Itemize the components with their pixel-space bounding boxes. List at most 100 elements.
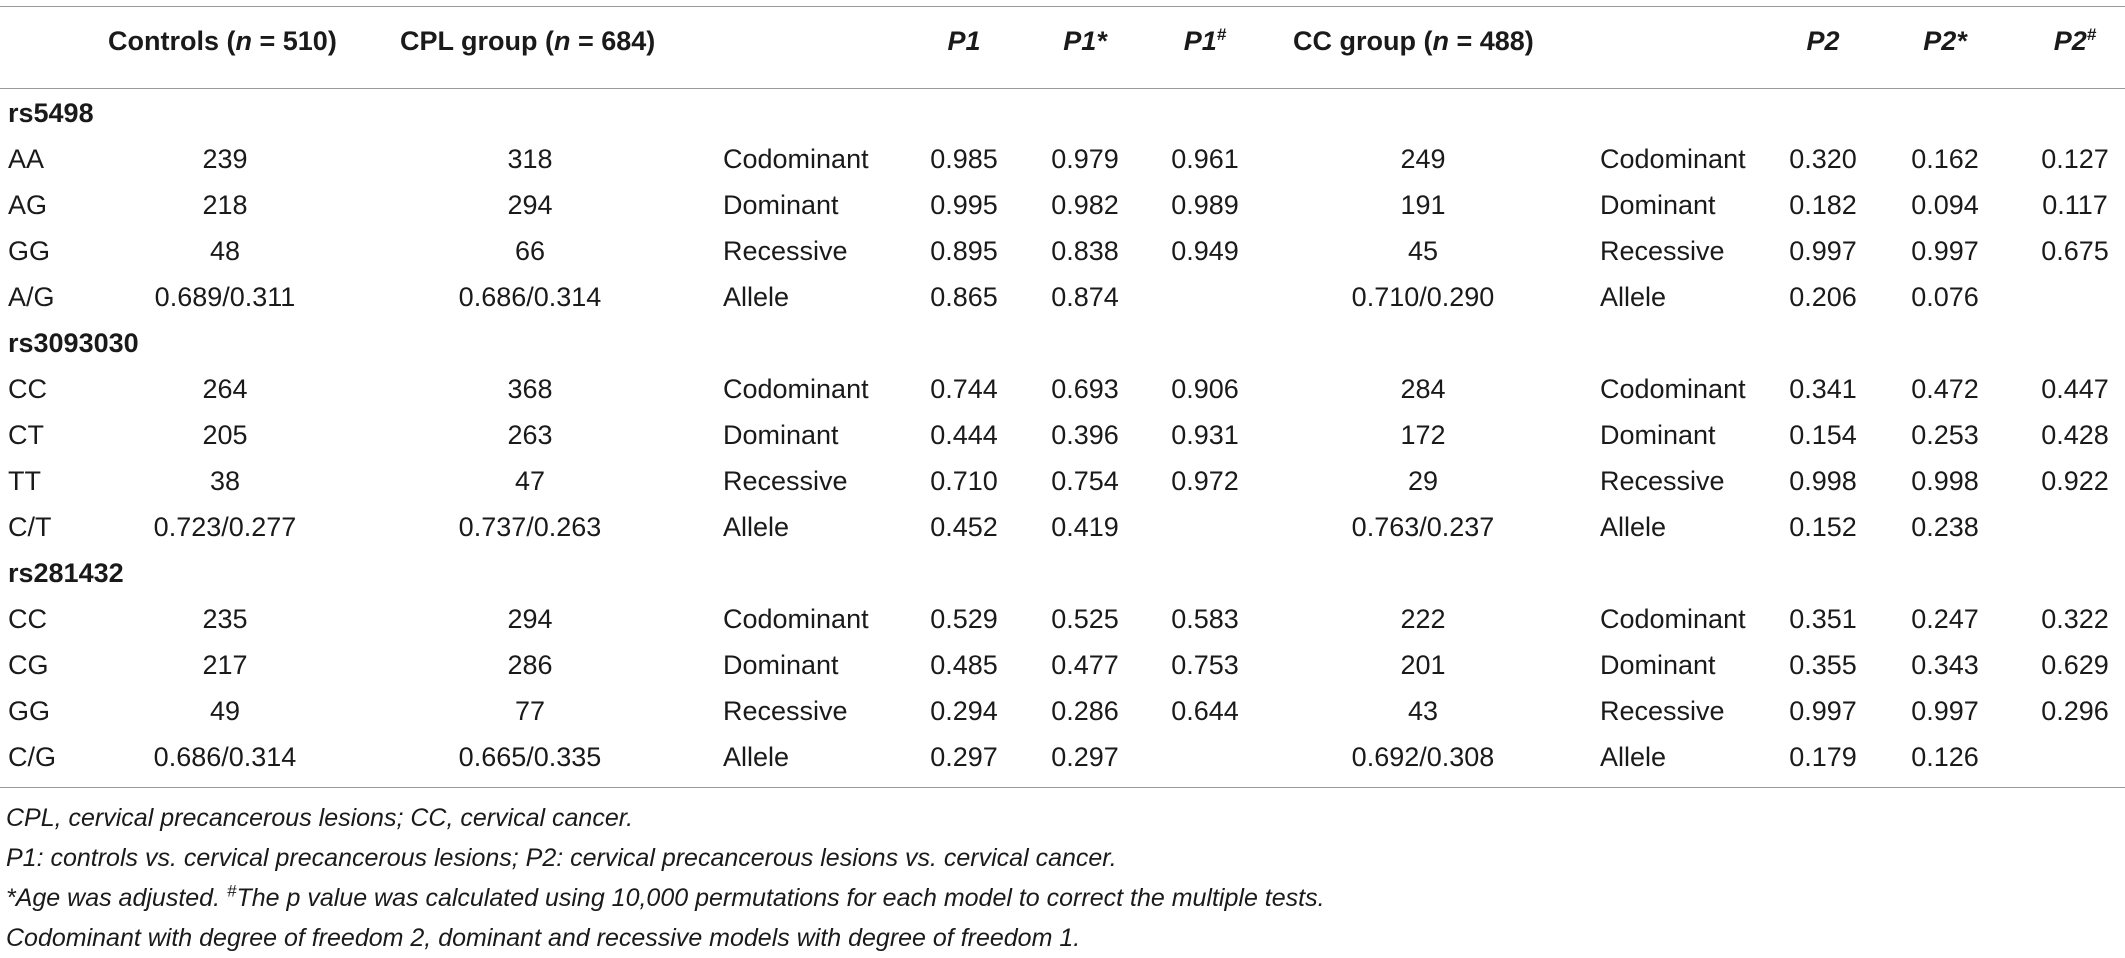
controls-cell: 264 xyxy=(202,374,248,404)
header-p1-hash: P1# xyxy=(1183,25,1227,56)
p1-cell: 0.485 xyxy=(930,650,998,680)
footnote-p-definitions: P1: controls vs. cervical precancerous l… xyxy=(6,844,1117,872)
p1-star-cell: 0.693 xyxy=(1051,374,1119,404)
p2-cell: 0.320 xyxy=(1789,144,1857,174)
p1-cell: 0.294 xyxy=(930,696,998,726)
genotype-cell: AA xyxy=(8,144,45,174)
model-p2-cell: Codominant xyxy=(1600,604,1746,634)
cpl-cell: 0.737/0.263 xyxy=(458,512,602,542)
header-p2-hash: P2# xyxy=(2053,25,2097,56)
p1-cell: 0.710 xyxy=(930,466,998,496)
model-p2-cell: Recessive xyxy=(1600,466,1725,496)
controls-cell: 217 xyxy=(202,650,248,680)
cc-cell: 45 xyxy=(1407,236,1439,266)
p2-star-cell: 0.253 xyxy=(1911,420,1979,450)
genotype-cell: CG xyxy=(8,650,49,680)
model-p2-cell: Allele xyxy=(1600,742,1667,772)
cc-cell: 172 xyxy=(1400,420,1446,450)
p1-hash-cell: 0.989 xyxy=(1171,190,1239,220)
p2-star-cell: 0.997 xyxy=(1911,236,1979,266)
cc-cell: 0.710/0.290 xyxy=(1351,282,1495,312)
table-row: C/T 0.723/0.277 0.737/0.263 Allele 0.452 0.41… xyxy=(0,504,2125,550)
genotype-cell: CC xyxy=(8,374,47,404)
table-row: TT 38 47 Recessive 0.710 0.754 0.972 29 Recessiv… xyxy=(0,458,2125,504)
cpl-cell: 0.665/0.335 xyxy=(458,742,602,772)
p1-star-cell: 0.982 xyxy=(1051,190,1119,220)
p1-star-cell: 0.297 xyxy=(1051,742,1119,772)
p2-hash-cell: 0.629 xyxy=(2041,650,2109,680)
cc-cell: 0.763/0.237 xyxy=(1351,512,1495,542)
cc-cell: 249 xyxy=(1400,144,1446,174)
bottom-rule xyxy=(0,787,2125,788)
table-row: AA 239 318 Codominant 0.985 0.979 0.961 249 Codo… xyxy=(0,136,2125,182)
p1-cell: 0.865 xyxy=(930,282,998,312)
p1-star-cell: 0.525 xyxy=(1051,604,1119,634)
p2-cell: 0.997 xyxy=(1789,696,1857,726)
p2-cell: 0.152 xyxy=(1789,512,1857,542)
p1-hash-cell: 0.949 xyxy=(1171,236,1239,266)
controls-cell: 239 xyxy=(202,144,248,174)
genotype-cell: AG xyxy=(8,190,48,220)
p1-hash-cell: 0.906 xyxy=(1171,374,1239,404)
genotype-cell: CC xyxy=(8,604,47,634)
table-row: CC 235 294 Codominant 0.529 0.525 0.583 222 Codo… xyxy=(0,596,2125,642)
p2-star-cell: 0.126 xyxy=(1911,742,1979,772)
footnotes: CPL, cervical precancerous lesions; CC, … xyxy=(6,798,1325,958)
table-row: A/G 0.689/0.311 0.686/0.314 Allele 0.865 0.87… xyxy=(0,274,2125,320)
model-p2-cell: Dominant xyxy=(1600,190,1716,220)
header-controls: Controls (n = 510) xyxy=(108,26,337,56)
table-row: GG 49 77 Recessive 0.294 0.286 0.644 43 Recessiv… xyxy=(0,688,2125,734)
p1-cell: 0.995 xyxy=(930,190,998,220)
model-p1-cell: Allele xyxy=(723,512,790,542)
cpl-cell: 263 xyxy=(507,420,553,450)
model-p1-cell: Allele xyxy=(723,282,790,312)
p2-star-cell: 0.247 xyxy=(1911,604,1979,634)
model-p1-cell: Dominant xyxy=(723,650,839,680)
p1-hash-cell: 0.583 xyxy=(1171,604,1239,634)
cc-cell: 201 xyxy=(1400,650,1446,680)
cc-cell: 29 xyxy=(1407,466,1439,496)
header-p1-star: P1* xyxy=(1063,26,1107,56)
p1-cell: 0.452 xyxy=(930,512,998,542)
p2-star-cell: 0.343 xyxy=(1911,650,1979,680)
header-p2-star: P2* xyxy=(1923,26,1967,56)
p1-star-cell: 0.477 xyxy=(1051,650,1119,680)
controls-cell: 0.686/0.314 xyxy=(153,742,297,772)
cc-cell: 222 xyxy=(1400,604,1446,634)
p1-cell: 0.895 xyxy=(930,236,998,266)
p2-cell: 0.351 xyxy=(1789,604,1857,634)
p1-hash-cell: 0.961 xyxy=(1171,144,1239,174)
model-p2-cell: Allele xyxy=(1600,512,1667,542)
header-p1: P1 xyxy=(947,26,981,56)
p2-star-cell: 0.162 xyxy=(1911,144,1979,174)
model-p1-cell: Codominant xyxy=(723,374,869,404)
cc-cell: 0.692/0.308 xyxy=(1351,742,1495,772)
p2-cell: 0.355 xyxy=(1789,650,1857,680)
p1-hash-cell: 0.753 xyxy=(1171,650,1239,680)
p2-cell: 0.998 xyxy=(1789,466,1857,496)
p1-hash-cell: 0.931 xyxy=(1171,420,1239,450)
p2-cell: 0.179 xyxy=(1789,742,1857,772)
p1-star-cell: 0.419 xyxy=(1051,512,1119,542)
model-p2-cell: Recessive xyxy=(1600,236,1725,266)
model-p1-cell: Dominant xyxy=(723,190,839,220)
cc-cell: 43 xyxy=(1407,696,1439,726)
p2-cell: 0.341 xyxy=(1789,374,1857,404)
p1-cell: 0.529 xyxy=(930,604,998,634)
cpl-cell: 47 xyxy=(514,466,546,496)
model-p2-cell: Codominant xyxy=(1600,144,1746,174)
cpl-cell: 0.686/0.314 xyxy=(458,282,602,312)
genotype-cell: C/T xyxy=(8,512,52,542)
cpl-cell: 318 xyxy=(507,144,553,174)
header-cpl: CPL group (n = 684) xyxy=(400,26,656,56)
genotype-cell: C/G xyxy=(8,742,57,772)
model-p2-cell: Dominant xyxy=(1600,420,1716,450)
controls-cell: 48 xyxy=(209,236,241,266)
header-p2: P2 xyxy=(1806,26,1840,56)
p1-cell: 0.297 xyxy=(930,742,998,772)
controls-cell: 218 xyxy=(202,190,248,220)
p2-star-cell: 0.076 xyxy=(1911,282,1979,312)
genotype-cell: TT xyxy=(8,466,41,496)
cpl-cell: 286 xyxy=(507,650,553,680)
genotype-cell: A/G xyxy=(8,282,55,312)
